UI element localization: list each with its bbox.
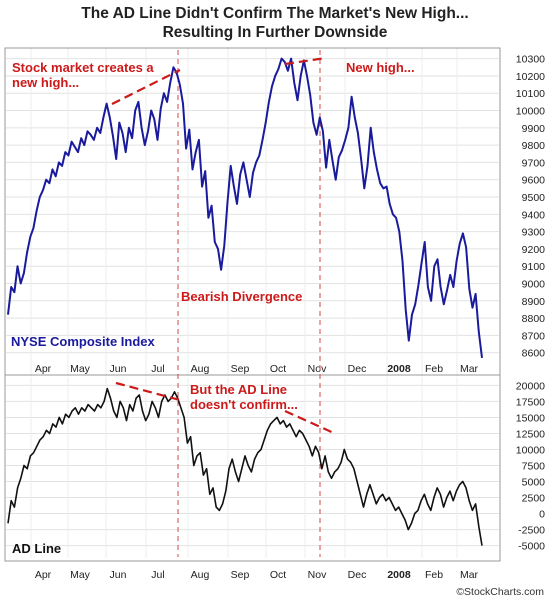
nyse-panel-frame xyxy=(4,47,501,376)
ad-x-tick-label: Feb xyxy=(425,569,443,581)
nyse-y-tick-label: 8900 xyxy=(522,296,546,308)
nyse-y-tick-label: 8700 xyxy=(522,330,546,342)
ad-y-tick-label: 5000 xyxy=(522,477,546,489)
nyse-x-tick-label: Aug xyxy=(191,363,210,375)
nyse-x-ticks: Apr May Jun Jul Aug Sep Oct Nov Dec 2008 Feb Mar xyxy=(35,363,479,375)
nyse-y-tick-label: 9100 xyxy=(522,261,546,273)
nyse-y-tick-label: 10200 xyxy=(516,71,545,83)
stockcharts-credit: ©StockCharts.com xyxy=(456,586,544,598)
new-high-trendline xyxy=(284,56,327,66)
nyse-y-tick-label: 9500 xyxy=(522,192,546,204)
ad-falling-trendline-2 xyxy=(284,409,337,436)
ad-x-tick-label: Apr xyxy=(35,569,52,581)
ad-x-tick-label: Dec xyxy=(348,569,367,581)
nyse-x-tick-label: Mar xyxy=(460,363,479,375)
nyse-y-tick-label: 9200 xyxy=(522,244,546,256)
nyse-grid xyxy=(6,48,499,376)
ad-x-tick-label: 2008 xyxy=(387,569,411,581)
nyse-x-tick-label: Jun xyxy=(110,363,127,375)
ad-y-tick-label: 7500 xyxy=(522,461,546,473)
chart-title-line1: The AD Line Didn't Confirm The Market's … xyxy=(81,5,469,22)
nyse-y-ticks: 8600 8700 8800 8900 9000 9100 9200 9300 9400 9500… xyxy=(516,54,545,360)
nyse-y-tick-label: 9800 xyxy=(522,140,546,152)
ad-y-tick-label: 12500 xyxy=(516,428,545,440)
ad-y-tick-label: 17500 xyxy=(516,396,545,408)
ad-y-tick-label: -2500 xyxy=(518,525,545,537)
ad-x-tick-label: Jun xyxy=(110,569,127,581)
rising-high-trendline xyxy=(111,69,181,105)
ad-series-line xyxy=(7,387,483,546)
nyse-y-tick-label: 8800 xyxy=(522,313,546,325)
nyse-y-tick-label: 9300 xyxy=(522,227,546,239)
nyse-x-tick-label: Oct xyxy=(270,363,286,375)
ad-x-tick-label: Nov xyxy=(308,569,327,581)
annotation-but-ad-line1: But the AD Line xyxy=(190,382,287,397)
nyse-y-tick-label: 8600 xyxy=(522,348,546,360)
nyse-y-tick-label: 10000 xyxy=(516,106,545,118)
ad-y-tick-label: -5000 xyxy=(518,541,545,553)
nyse-y-tick-label: 9600 xyxy=(522,175,546,187)
nyse-y-tick-label: 9900 xyxy=(522,123,546,135)
ad-x-tick-label: May xyxy=(70,569,91,581)
ad-falling-trendline-1 xyxy=(115,381,181,402)
nyse-x-tick-label: 2008 xyxy=(387,363,411,375)
nyse-x-tick-label: Dec xyxy=(348,363,367,375)
annotation-but-ad-line2: doesn't confirm... xyxy=(190,397,298,412)
nyse-y-tick-label: 9000 xyxy=(522,279,546,291)
ad-panel-frame xyxy=(4,374,501,562)
nyse-x-tick-label: Nov xyxy=(308,363,327,375)
nyse-series-label: NYSE Composite Index xyxy=(11,334,156,349)
ad-y-tick-label: 0 xyxy=(539,509,545,521)
nyse-x-tick-label: Sep xyxy=(231,363,250,375)
ad-y-tick-label: 20000 xyxy=(516,380,545,392)
annotation-stock-market-line2: new high... xyxy=(12,75,79,90)
ad-series-label: AD Line xyxy=(12,541,61,556)
nyse-y-tick-label: 10100 xyxy=(516,88,545,100)
nyse-x-tick-label: May xyxy=(70,363,91,375)
ad-x-tick-label: Aug xyxy=(191,569,210,581)
ad-y-ticks: -5000 -2500 0 2500 5000 7500 10000 12500 15000 17… xyxy=(516,380,545,552)
ad-x-tick-label: Oct xyxy=(270,569,286,581)
annotation-new-high: New high... xyxy=(346,60,415,75)
nyse-x-tick-label: Feb xyxy=(425,363,443,375)
ad-x-tick-label: Sep xyxy=(231,569,250,581)
chart-title-line2: Resulting In Further Downside xyxy=(162,24,388,41)
nyse-y-tick-label: 9400 xyxy=(522,209,546,221)
ad-x-tick-label: Mar xyxy=(460,569,479,581)
annotation-bearish-divergence: Bearish Divergence xyxy=(181,289,302,304)
nyse-x-tick-label: Apr xyxy=(35,363,52,375)
nyse-series-line xyxy=(7,57,483,359)
ad-y-tick-label: 15000 xyxy=(516,412,545,424)
nyse-y-tick-label: 9700 xyxy=(522,157,546,169)
nyse-y-tick-label: 10300 xyxy=(516,54,545,66)
ad-x-ticks: Apr May Jun Jul Aug Sep Oct Nov Dec 2008 Feb Mar xyxy=(35,569,479,581)
ad-y-tick-label: 10000 xyxy=(516,444,545,456)
ad-y-tick-label: 2500 xyxy=(522,493,546,505)
annotation-stock-market-line1: Stock market creates a xyxy=(12,60,154,75)
ad-x-tick-label: Jul xyxy=(151,569,164,581)
nyse-x-tick-label: Jul xyxy=(151,363,164,375)
